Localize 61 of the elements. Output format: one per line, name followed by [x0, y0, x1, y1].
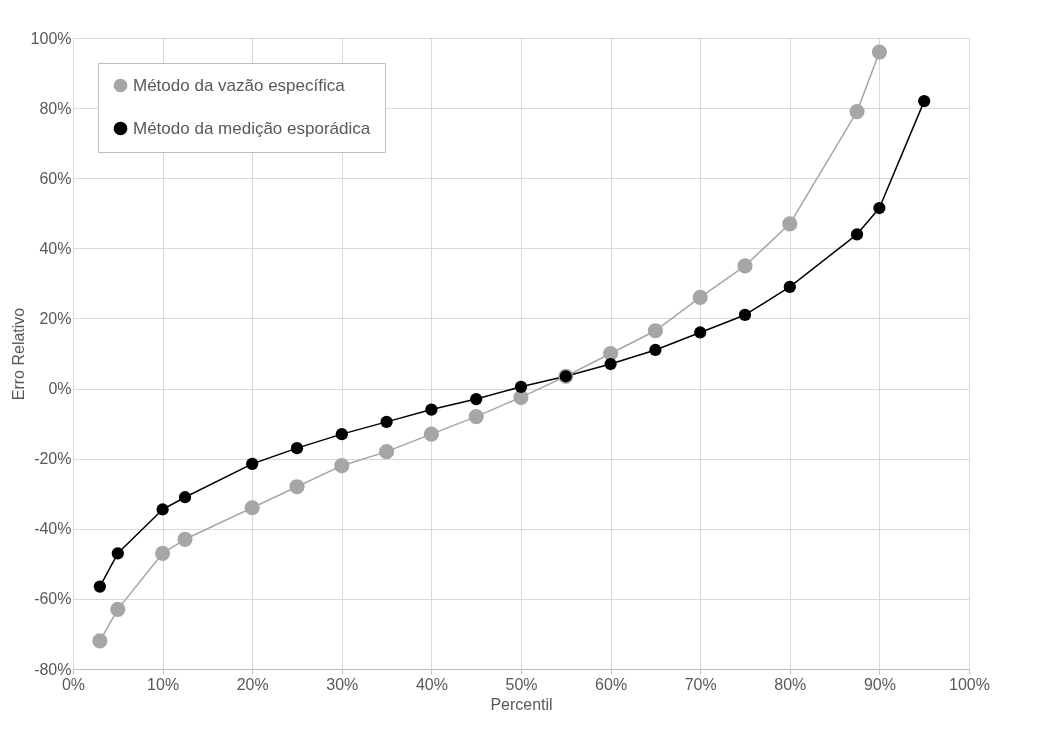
y-tick-label: 0% — [48, 380, 72, 398]
point — [604, 357, 617, 371]
x-tick-label: 80% — [774, 675, 807, 693]
point — [694, 326, 707, 339]
point — [649, 343, 662, 357]
point — [244, 500, 260, 516]
x-tick-label: 50% — [505, 675, 538, 693]
point — [246, 457, 259, 471]
y-tick-label: 20% — [39, 309, 72, 327]
point — [334, 458, 350, 474]
point — [603, 345, 619, 362]
y-tick-label: -60% — [34, 590, 72, 608]
point — [380, 415, 393, 428]
point — [92, 633, 108, 649]
point — [156, 503, 169, 516]
point — [782, 216, 798, 232]
point — [871, 44, 887, 60]
x-tick-label: 100% — [949, 675, 990, 693]
x-tick-label: 10% — [147, 675, 180, 693]
point — [783, 280, 796, 294]
y-tick-label: -20% — [34, 450, 72, 468]
point — [470, 392, 483, 406]
x-axis-title: Percentil — [490, 695, 553, 713]
point — [111, 547, 124, 560]
y-tick-label: 100% — [30, 29, 72, 47]
legend-label: Método da vazão específica — [133, 75, 346, 95]
y-tick-label: -40% — [34, 520, 72, 538]
point — [290, 442, 304, 455]
x-tick-label: 30% — [326, 675, 359, 693]
legend-label: Método da medição esporádica — [133, 118, 371, 138]
point — [110, 601, 126, 617]
x-tick-label: 60% — [595, 675, 628, 693]
point — [647, 323, 663, 339]
point — [177, 531, 193, 547]
point — [849, 104, 865, 120]
point — [335, 428, 348, 441]
point — [423, 426, 439, 442]
y-tick-label: 60% — [39, 169, 72, 187]
point — [425, 403, 438, 416]
y-tick-label: -80% — [34, 660, 72, 678]
x-tick-label: 20% — [236, 675, 269, 693]
point — [514, 380, 528, 393]
point — [178, 491, 192, 504]
point — [155, 545, 171, 561]
point — [738, 308, 752, 322]
y-axis-title: Erro Relativo — [9, 307, 27, 401]
y-tick-label: 40% — [39, 239, 72, 257]
point — [289, 479, 305, 495]
point — [873, 201, 886, 215]
point — [93, 580, 106, 593]
point — [468, 409, 484, 425]
x-tick-label: 0% — [61, 675, 86, 693]
point — [850, 228, 864, 241]
x-tick-label: 70% — [684, 675, 717, 693]
x-tick-label: 90% — [863, 675, 896, 693]
point — [918, 94, 931, 108]
x-tick-label: 40% — [415, 675, 448, 693]
point — [379, 444, 395, 460]
point — [737, 258, 753, 274]
point — [692, 289, 708, 305]
y-tick-label: 80% — [39, 99, 72, 117]
